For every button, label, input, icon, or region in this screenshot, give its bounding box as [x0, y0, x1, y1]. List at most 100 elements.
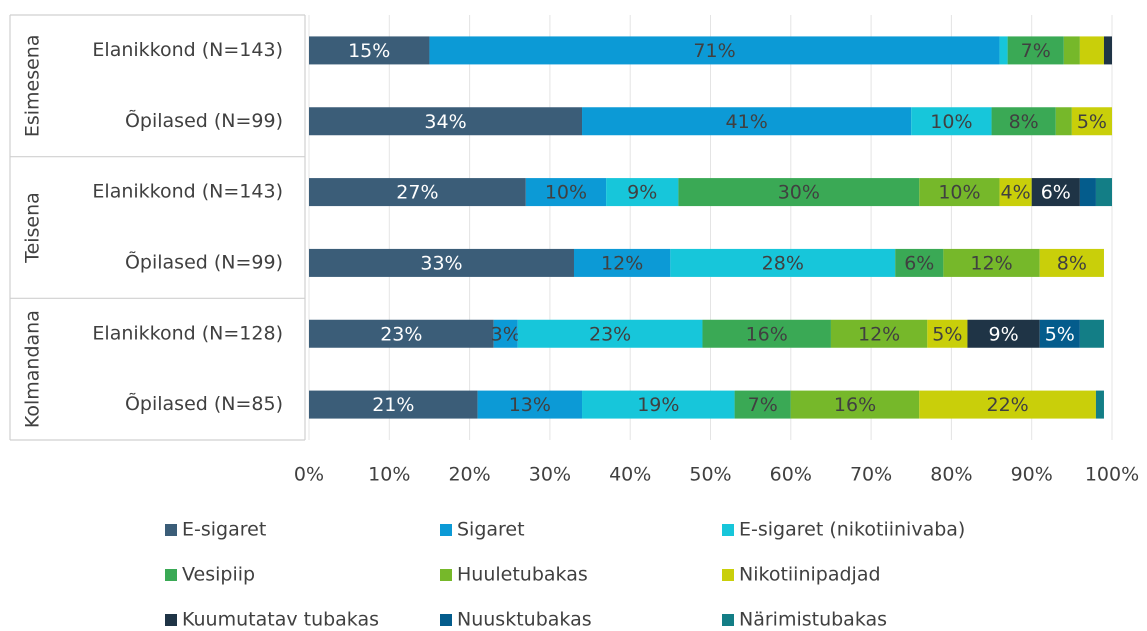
- legend-swatch: [165, 569, 177, 581]
- bar-segment: [517, 319, 703, 348]
- data-label: 30%: [778, 182, 820, 204]
- data-label: 6%: [1041, 182, 1071, 204]
- data-label: 12%: [601, 252, 643, 274]
- legend-label: Nuusktubakas: [457, 609, 592, 631]
- legend-label: Huuletubakas: [457, 564, 588, 586]
- legend-label: Vesipiip: [182, 564, 255, 586]
- x-tick-label: 80%: [930, 464, 972, 486]
- data-label: 13%: [509, 394, 551, 416]
- legend-swatch: [440, 524, 452, 536]
- bar-segment: [477, 390, 583, 419]
- bar-segment: [678, 178, 920, 207]
- bar-segment: [830, 319, 928, 348]
- data-label: 71%: [693, 40, 735, 62]
- bar-segment: [919, 390, 1096, 419]
- data-label: 4%: [1001, 182, 1031, 204]
- bar-segment: [1079, 36, 1104, 65]
- data-label: 22%: [986, 394, 1028, 416]
- bar-segment: [702, 319, 831, 348]
- bar-segment: [911, 107, 992, 136]
- bar-segment: [1039, 319, 1080, 348]
- x-tick-label: 40%: [609, 464, 651, 486]
- bar-segment: [582, 107, 912, 136]
- data-label: 7%: [1021, 40, 1051, 62]
- bar-segment: [309, 178, 526, 207]
- bar-segment: [309, 319, 494, 348]
- data-label: 9%: [627, 182, 657, 204]
- category-label: Õpilased (N=85): [125, 392, 283, 415]
- bar-segment: [1095, 390, 1104, 419]
- x-tick-label: 30%: [529, 464, 571, 486]
- bar-segment: [1071, 107, 1112, 136]
- data-label: 34%: [424, 111, 466, 133]
- bar-segment: [1055, 107, 1072, 136]
- data-label: 3%: [491, 323, 521, 345]
- bar-segment: [1079, 319, 1104, 348]
- data-label: 10%: [545, 182, 587, 204]
- data-label: 5%: [1077, 111, 1107, 133]
- group-label: Esimesena: [22, 35, 44, 138]
- data-label: 12%: [970, 252, 1012, 274]
- legend-swatch: [722, 569, 734, 581]
- x-tick-label: 60%: [770, 464, 812, 486]
- legend-swatch: [440, 614, 452, 626]
- category-label: Õpilased (N=99): [125, 250, 283, 273]
- category-label: Elanikkond (N=128): [92, 322, 283, 344]
- data-label: 6%: [904, 252, 934, 274]
- data-label: 16%: [746, 323, 788, 345]
- data-label: 41%: [726, 111, 768, 133]
- bar-segment: [606, 178, 679, 207]
- bar-segment: [1039, 248, 1104, 277]
- bar-segment: [1095, 178, 1112, 207]
- bar-segment: [991, 107, 1056, 136]
- x-tick-label: 50%: [689, 464, 731, 486]
- bar-segment: [1063, 36, 1080, 65]
- x-tick-label: 20%: [448, 464, 490, 486]
- bar-segment: [1103, 36, 1112, 65]
- bar-segment: [967, 319, 1040, 348]
- legend-swatch: [722, 614, 734, 626]
- bar-segment: [1079, 178, 1096, 207]
- bar-segment: [309, 248, 574, 277]
- bar-segment: [919, 178, 1000, 207]
- x-tick-label: 70%: [850, 464, 892, 486]
- bar-segment: [1007, 36, 1064, 65]
- bar-segment: [943, 248, 1040, 277]
- legend-swatch: [722, 524, 734, 536]
- x-tick-label: 90%: [1011, 464, 1053, 486]
- legend-label: E-sigaret (nikotiinivaba): [739, 519, 965, 541]
- category-label: Õpilased (N=99): [125, 109, 283, 132]
- bar-segment: [309, 390, 478, 419]
- bar-segment: [895, 248, 944, 277]
- data-label: 10%: [938, 182, 980, 204]
- data-label: 23%: [589, 323, 631, 345]
- x-tick-label: 100%: [1085, 464, 1139, 486]
- bar-segment: [734, 390, 791, 419]
- data-label: 33%: [420, 252, 462, 274]
- data-label: 7%: [748, 394, 778, 416]
- category-label: Elanikkond (N=143): [92, 39, 283, 61]
- legend-label: Kuumutatav tubakas: [182, 609, 379, 631]
- bar-segment: [309, 36, 430, 65]
- group-label: Teisena: [22, 192, 44, 264]
- x-tick-label: 0%: [294, 464, 324, 486]
- data-label: 21%: [372, 394, 414, 416]
- data-label: 16%: [834, 394, 876, 416]
- legend-label: Nikotiinipadjad: [739, 564, 881, 586]
- data-label: 23%: [380, 323, 422, 345]
- bar-segment: [999, 36, 1008, 65]
- bar-segment: [670, 248, 896, 277]
- x-tick-label: 10%: [368, 464, 410, 486]
- data-label: 28%: [762, 252, 804, 274]
- bar-segment: [927, 319, 968, 348]
- bar-segment: [573, 248, 671, 277]
- data-label: 8%: [1009, 111, 1039, 133]
- legend-swatch: [165, 614, 177, 626]
- bar-segment: [582, 390, 735, 419]
- data-label: 5%: [1045, 323, 1075, 345]
- legend-swatch: [165, 524, 177, 536]
- data-label: 27%: [396, 182, 438, 204]
- legend-label: Sigaret: [457, 519, 525, 541]
- data-label: 9%: [989, 323, 1019, 345]
